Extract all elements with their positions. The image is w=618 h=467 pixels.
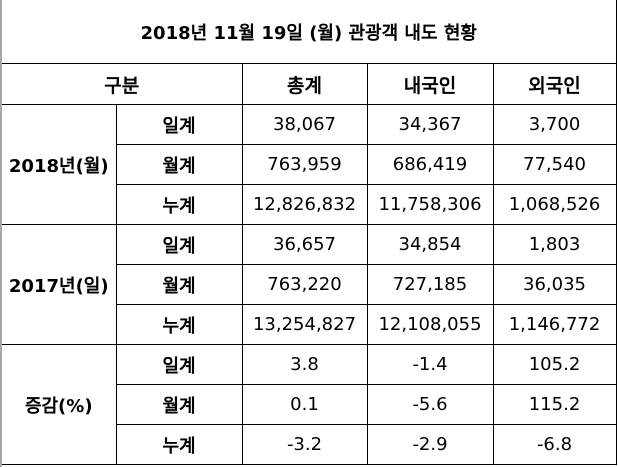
cell-total: 763,220 (241, 264, 368, 305)
table-title: 2018년 11월 19일 (월) 관광객 내도 현황 (2, 0, 617, 64)
cell-total: 3.8 (241, 344, 368, 385)
cell-domestic: -5.6 (366, 384, 494, 425)
cell-foreign: 3,700 (492, 104, 617, 145)
table-row: 월계 763,220 727,185 36,035 (2, 264, 617, 305)
table-row: 증감(%) 일계 3.8 -1.4 105.2 (2, 344, 617, 465)
cell-domestic: 12,108,055 (366, 304, 494, 345)
group-label: 2017년(일) (2, 224, 117, 345)
cell-foreign: 115.2 (492, 384, 617, 425)
group-label: 2018년(월) (2, 104, 117, 225)
cell-foreign: 77,540 (492, 144, 617, 185)
table-row: 누계 13,254,827 12,108,055 1,146,772 (2, 304, 617, 345)
row-label: 월계 (115, 384, 243, 425)
left-edge-divider (0, 0, 2, 467)
table-row: 월계 763,959 686,419 77,540 (2, 144, 617, 185)
row-label: 월계 (115, 144, 243, 185)
cell-total: 12,826,832 (241, 184, 368, 225)
cell-foreign: 1,803 (492, 224, 617, 265)
row-label: 누계 (115, 424, 243, 465)
cell-domestic: 34,854 (366, 224, 494, 265)
row-label: 누계 (115, 184, 243, 225)
row-label: 월계 (115, 264, 243, 305)
row-label: 일계 (115, 104, 243, 145)
cell-total: 38,067 (241, 104, 368, 145)
cell-total: 36,657 (241, 224, 368, 265)
cell-total: 763,959 (241, 144, 368, 185)
cell-foreign: -6.8 (492, 424, 617, 465)
group-label: 증감(%) (2, 344, 117, 465)
cell-domestic: -1.4 (366, 344, 494, 385)
cell-domestic: -2.9 (366, 424, 494, 465)
table-row: 2017년(일) 일계 36,657 34,854 1,803 (2, 224, 617, 345)
cell-foreign: 1,146,772 (492, 304, 617, 345)
header-domestic: 내국인 (366, 63, 494, 105)
header-category: 구분 (2, 63, 243, 105)
row-label: 일계 (115, 224, 243, 265)
cell-foreign: 36,035 (492, 264, 617, 305)
cell-total: -3.2 (241, 424, 368, 465)
row-label: 누계 (115, 304, 243, 345)
table-row: 누계 -3.2 -2.9 -6.8 (2, 424, 617, 465)
cell-foreign: 105.2 (492, 344, 617, 385)
cell-domestic: 727,185 (366, 264, 494, 305)
header-foreign: 외국인 (492, 63, 617, 105)
row-label: 일계 (115, 344, 243, 385)
cell-total: 0.1 (241, 384, 368, 425)
table-row: 누계 12,826,832 11,758,306 1,068,526 (2, 184, 617, 225)
cell-domestic: 11,758,306 (366, 184, 494, 225)
table-row: 2018년(월) 일계 38,067 34,367 3,700 (2, 104, 617, 225)
cell-foreign: 1,068,526 (492, 184, 617, 225)
cell-domestic: 686,419 (366, 144, 494, 185)
cell-total: 13,254,827 (241, 304, 368, 345)
cell-domestic: 34,367 (366, 104, 494, 145)
header-total: 총계 (241, 63, 368, 105)
